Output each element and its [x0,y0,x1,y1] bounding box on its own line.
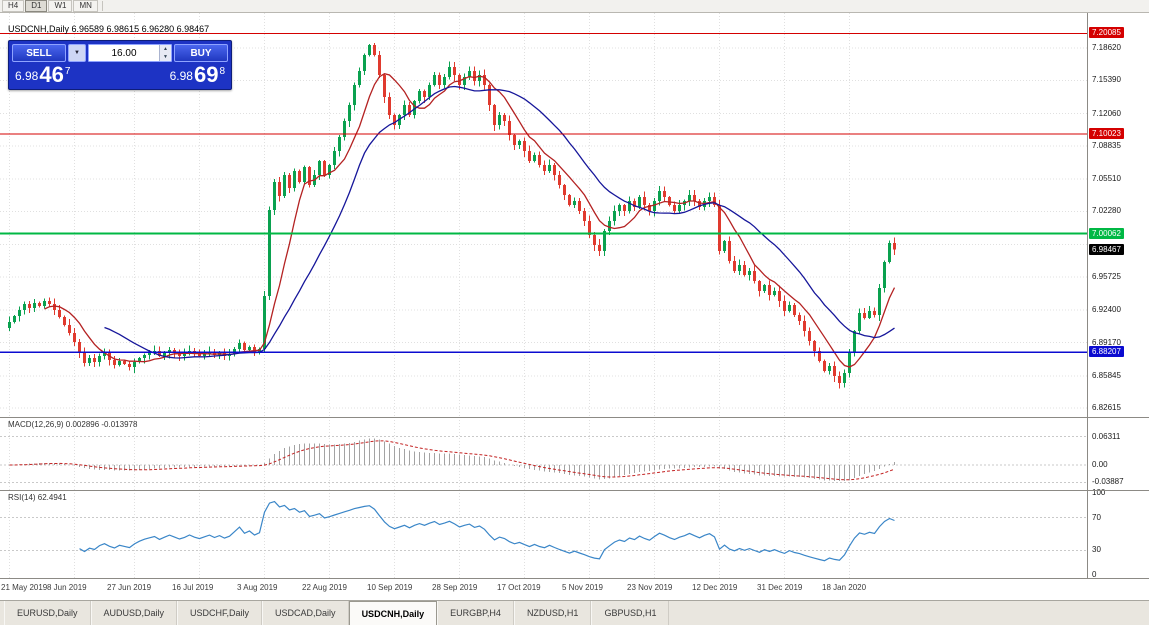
macd-indicator-canvas[interactable] [0,417,1087,490]
price-axis-tick: 7.15390 [1092,75,1121,85]
time-axis-tick: 5 Nov 2019 [562,583,603,592]
timeframe-w1-button[interactable]: W1 [48,0,73,12]
tab-audusd-daily[interactable]: AUDUSD,Daily [90,601,178,625]
sell-button[interactable]: SELL [12,44,66,62]
ask-price-point: 8 [219,66,225,77]
hline-price-label: 6.88207 [1089,346,1124,358]
macd-axis-tick: -0.03887 [1092,477,1124,487]
price-axis-tick: 6.92400 [1092,305,1121,315]
price-axis-tick: 6.82615 [1092,403,1121,413]
macd-axis-tick: 0.00 [1092,460,1108,469]
ask-price-main: 6.98 [169,69,193,83]
tab-usdcad-daily[interactable]: USDCAD,Daily [262,601,349,625]
chart-ohlc-header: USDCNH,Daily 6.96589 6.98615 6.96280 6.9… [8,24,210,34]
tab-nzdusd-h1[interactable]: NZDUSD,H1 [513,601,592,625]
timeframe-toolbar: H4 D1 W1 MN [0,0,1149,13]
chevron-down-icon: ▼ [74,50,80,56]
price-axis-tick: 6.89170 [1092,337,1121,347]
ask-price-pips: 69 [193,62,219,87]
price-axis-tick: 6.85845 [1092,370,1121,380]
macd-pane-separator[interactable] [0,417,1149,418]
rsi-indicator-label: RSI(14) 62.4941 [8,493,67,502]
timeframe-d1-button[interactable]: D1 [25,0,48,12]
tab-gbpusd-h1[interactable]: GBPUSD,H1 [591,601,670,625]
hline-price-label: 7.10023 [1089,127,1124,139]
time-axis-separator [0,578,1149,579]
timeframe-h4-button[interactable]: H4 [2,0,25,12]
one-click-trading-panel: SELL ▼ 16.00 ▲ ▼ BUY 6.98 46 7 [8,40,232,90]
rsi-pane-separator[interactable] [0,490,1149,491]
time-axis-tick: 10 Sep 2019 [367,583,413,592]
time-axis-tick: 28 Sep 2019 [432,583,478,592]
volume-stepper[interactable]: ▲ ▼ [159,45,171,61]
timeframe-mn-button[interactable]: MN [73,0,98,12]
trade-prices-row: 6.98 46 7 6.98 69 8 [12,62,228,86]
rsi-indicator-canvas[interactable] [0,490,1087,578]
bid-price-main: 6.98 [15,69,39,83]
time-axis-tick: 16 Jul 2019 [172,583,214,592]
volume-dropdown-button[interactable]: ▼ [68,44,86,62]
volume-field: 16.00 ▲ ▼ [88,44,172,62]
toolbar-separator [101,1,103,11]
tab-eurusd-daily[interactable]: EURUSD,Daily [4,601,91,625]
rsi-axis-tick: 30 [1092,545,1101,555]
rsi-axis-tick: 0 [1092,570,1097,579]
time-axis-tick: 8 Jun 2019 [47,583,87,592]
tab-eurgbp-h4[interactable]: EURGBP,H4 [437,601,514,625]
price-axis-tick: 7.08835 [1092,140,1121,150]
current-price-label: 6.98467 [1089,243,1124,255]
time-axis[interactable]: 21 May 2019 8 Jun 2019 27 Jun 2019 16 Jul 2… [0,578,1087,600]
time-axis-tick: 27 Jun 2019 [107,583,152,592]
chart-area[interactable]: 7.18620 7.15390 7.12060 7.08835 7.05510 7.022… [0,13,1149,600]
volume-input[interactable]: 16.00 [111,47,137,59]
time-axis-tick: 18 Jan 2020 [822,583,867,592]
price-axis-tick: 7.05510 [1092,174,1121,184]
tab-usdchf-daily[interactable]: USDCHF,Daily [177,601,263,625]
time-axis-tick: 23 Nov 2019 [627,583,673,592]
price-axis-tick: 7.02280 [1092,206,1121,216]
bid-price-point: 7 [64,66,71,77]
rsi-axis-tick: 100 [1092,488,1106,497]
spin-up-icon[interactable]: ▲ [160,45,171,53]
buy-button[interactable]: BUY [174,44,228,62]
bid-price-pips: 46 [39,62,64,87]
trade-controls-row: SELL ▼ 16.00 ▲ ▼ BUY [12,44,228,62]
tab-usdcnh-daily[interactable]: USDCNH,Daily [348,601,438,625]
price-axis-tick: 7.18620 [1092,43,1121,52]
price-axis[interactable]: 7.18620 7.15390 7.12060 7.08835 7.05510 7.022… [1087,13,1149,579]
time-axis-tick: 21 May 2019 [1,583,48,592]
time-axis-tick: 17 Oct 2019 [497,583,541,592]
bid-price: 6.98 46 7 [15,62,71,87]
hline-price-label: 7.20085 [1089,27,1124,39]
spin-down-icon[interactable]: ▼ [160,53,171,61]
time-axis-tick: 22 Aug 2019 [302,583,347,592]
macd-axis-tick: 0.06311 [1092,431,1121,441]
hline-price-label: 7.00062 [1089,227,1124,239]
price-chart-canvas[interactable] [0,13,1087,417]
rsi-axis-tick: 70 [1092,512,1101,522]
time-axis-tick: 31 Dec 2019 [757,583,803,592]
time-axis-tick: 3 Aug 2019 [237,583,278,592]
time-axis-tick: 12 Dec 2019 [692,583,738,592]
price-axis-tick: 6.95725 [1092,271,1121,281]
macd-indicator-label: MACD(12,26,9) 0.002896 -0.013978 [8,420,138,429]
chart-tab-bar: EURUSD,Daily AUDUSD,Daily USDCHF,Daily U… [0,600,1149,625]
ask-price: 6.98 69 8 [169,62,225,87]
price-axis-tick: 7.12060 [1092,108,1121,118]
